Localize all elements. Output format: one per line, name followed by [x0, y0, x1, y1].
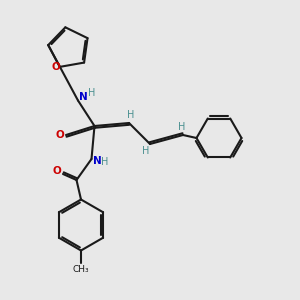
- Text: H: H: [101, 157, 109, 167]
- Text: O: O: [52, 166, 62, 176]
- Text: H: H: [127, 110, 134, 120]
- Text: CH₃: CH₃: [73, 266, 89, 274]
- Text: N: N: [79, 92, 88, 102]
- Text: H: H: [178, 122, 185, 132]
- Text: O: O: [56, 130, 64, 140]
- Text: O: O: [52, 62, 60, 72]
- Text: H: H: [142, 146, 149, 157]
- Text: N: N: [92, 155, 101, 166]
- Text: H: H: [88, 88, 95, 98]
